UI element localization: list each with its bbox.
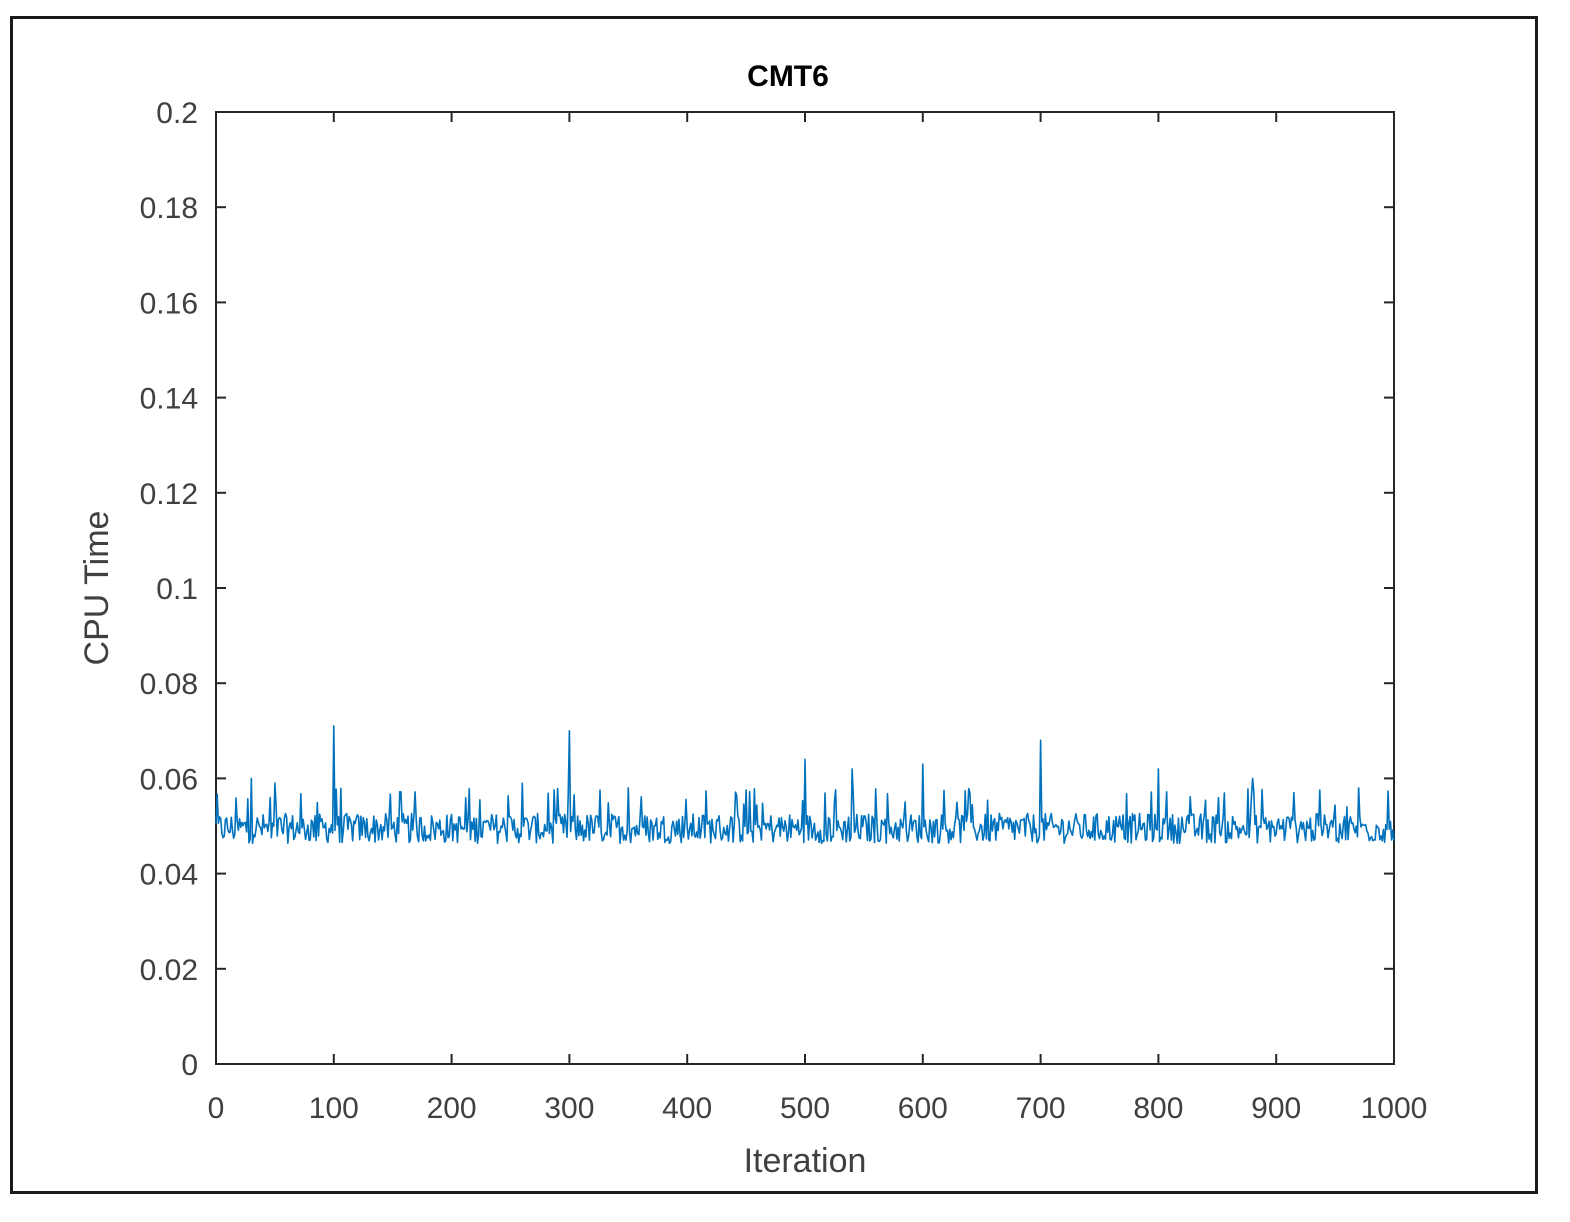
- series-line: [215, 725, 1395, 845]
- x-tick-label: 500: [780, 1092, 830, 1125]
- y-tick-label: 0.1: [156, 573, 198, 606]
- series-layer: [215, 725, 1395, 845]
- y-tick-label: 0.14: [140, 383, 198, 416]
- x-tick-label: 700: [1016, 1092, 1066, 1125]
- y-tick-label: 0.16: [140, 287, 198, 320]
- y-tick-label: 0: [181, 1049, 198, 1082]
- y-axis-label: CPU Time: [78, 511, 116, 666]
- y-tick-label: 0.2: [156, 97, 198, 130]
- y-tick-label: 0.04: [140, 859, 198, 892]
- x-tick-label: 300: [544, 1092, 594, 1125]
- x-tick-label: 900: [1251, 1092, 1301, 1125]
- y-tick-label: 0.06: [140, 763, 198, 796]
- y-tick-label: 0.12: [140, 478, 198, 511]
- x-tick-label: 600: [898, 1092, 948, 1125]
- y-tick-label: 0.02: [140, 954, 198, 987]
- x-tick-label: 100: [309, 1092, 359, 1125]
- chart-title: CMT6: [747, 60, 829, 93]
- axis-ticks: 0 100 200 300 400 500 600 700 800 900 1000 0 0.02 0.0…: [140, 97, 1428, 1125]
- y-tick-label: 0.18: [140, 192, 198, 225]
- x-tick-label: 400: [662, 1092, 712, 1125]
- x-axis-label: Iteration: [744, 1142, 867, 1180]
- x-tick-label: 800: [1133, 1092, 1183, 1125]
- x-tick-label: 0: [208, 1092, 225, 1125]
- y-tick-label: 0.08: [140, 668, 198, 701]
- x-tick-label: 1000: [1361, 1092, 1428, 1125]
- plot-area: [215, 111, 1395, 1065]
- x-tick-label: 200: [427, 1092, 477, 1125]
